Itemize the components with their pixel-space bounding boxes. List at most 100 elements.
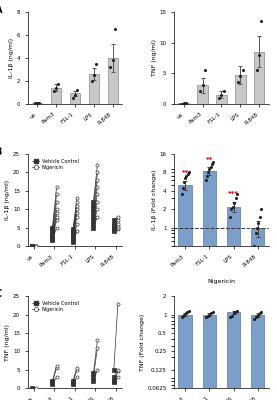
Point bbox=[230, 204, 235, 210]
Bar bbox=[203, 315, 216, 400]
Point bbox=[50, 230, 55, 236]
Point bbox=[182, 312, 187, 318]
Point bbox=[116, 300, 120, 307]
Point bbox=[71, 235, 75, 242]
Point bbox=[50, 224, 55, 231]
Text: A: A bbox=[0, 5, 2, 15]
Point bbox=[200, 82, 205, 88]
Point bbox=[91, 378, 96, 384]
Point bbox=[112, 217, 116, 223]
Point bbox=[54, 206, 59, 212]
Bar bbox=[197, 85, 208, 104]
Point bbox=[207, 312, 212, 318]
Bar bbox=[178, 185, 192, 400]
Bar bbox=[32, 103, 42, 104]
Point bbox=[73, 91, 77, 98]
Point bbox=[71, 378, 75, 384]
Point bbox=[95, 199, 100, 205]
Y-axis label: TNF (ng/ml): TNF (ng/ml) bbox=[152, 39, 157, 76]
Point bbox=[71, 226, 75, 232]
Point bbox=[204, 177, 208, 183]
Point bbox=[95, 162, 100, 168]
Point bbox=[209, 161, 214, 167]
Point bbox=[116, 374, 120, 380]
Point bbox=[230, 313, 234, 319]
Point bbox=[202, 67, 207, 73]
Text: **: ** bbox=[181, 170, 189, 176]
Point bbox=[184, 310, 188, 316]
Point bbox=[95, 337, 100, 344]
Point bbox=[116, 226, 120, 232]
Point bbox=[50, 232, 55, 238]
Point bbox=[256, 312, 261, 318]
Text: B: B bbox=[0, 147, 2, 157]
Y-axis label: IL-1β (Fold change): IL-1β (Fold change) bbox=[152, 170, 157, 230]
Point bbox=[204, 314, 208, 321]
Point bbox=[91, 213, 96, 220]
Point bbox=[71, 381, 75, 388]
Point bbox=[179, 191, 184, 198]
Point bbox=[186, 169, 191, 176]
Point bbox=[116, 224, 120, 231]
Point bbox=[219, 91, 224, 98]
Point bbox=[113, 26, 117, 32]
Point bbox=[95, 169, 100, 176]
Point bbox=[54, 374, 59, 380]
Point bbox=[112, 366, 116, 373]
Point bbox=[112, 221, 116, 227]
Point bbox=[54, 363, 59, 369]
Point bbox=[52, 88, 56, 94]
Point bbox=[54, 84, 58, 91]
Text: ***: *** bbox=[228, 191, 239, 197]
Point bbox=[217, 94, 221, 101]
Point bbox=[54, 217, 59, 223]
Point bbox=[256, 220, 261, 226]
Point bbox=[112, 379, 116, 386]
Bar bbox=[70, 93, 80, 104]
Point bbox=[116, 213, 120, 220]
Point bbox=[50, 226, 55, 232]
Point bbox=[257, 52, 261, 58]
Point bbox=[253, 230, 258, 237]
Point bbox=[50, 228, 55, 234]
Point bbox=[30, 243, 34, 249]
Point bbox=[95, 344, 100, 351]
Point bbox=[183, 175, 187, 181]
Point bbox=[54, 184, 59, 190]
Point bbox=[54, 210, 59, 216]
Point bbox=[112, 374, 116, 380]
Point bbox=[54, 224, 59, 231]
Point bbox=[182, 179, 186, 186]
Point bbox=[236, 79, 240, 86]
Point bbox=[208, 163, 213, 170]
Point bbox=[229, 206, 234, 212]
Point bbox=[238, 73, 243, 79]
Point bbox=[240, 67, 245, 73]
Text: C: C bbox=[0, 289, 2, 299]
Point bbox=[50, 379, 55, 386]
Point bbox=[95, 206, 100, 212]
Point bbox=[232, 200, 237, 206]
Point bbox=[255, 313, 259, 319]
Point bbox=[75, 228, 79, 234]
Point bbox=[112, 224, 116, 231]
Point bbox=[75, 199, 79, 205]
Point bbox=[95, 191, 100, 198]
Point bbox=[91, 217, 96, 223]
Point bbox=[95, 366, 100, 373]
Point bbox=[54, 365, 59, 371]
Point bbox=[94, 60, 98, 67]
Point bbox=[95, 213, 100, 220]
Point bbox=[112, 228, 116, 234]
Point bbox=[54, 191, 59, 198]
Point bbox=[258, 214, 262, 220]
Point bbox=[34, 243, 38, 249]
Point bbox=[259, 18, 264, 24]
Point bbox=[181, 313, 185, 319]
Point bbox=[75, 213, 79, 220]
Legend: Vehicle Control, Nigericin: Vehicle Control, Nigericin bbox=[30, 299, 81, 314]
Point bbox=[50, 381, 55, 388]
Bar bbox=[89, 74, 99, 104]
Point bbox=[50, 237, 55, 244]
Point bbox=[70, 95, 75, 101]
